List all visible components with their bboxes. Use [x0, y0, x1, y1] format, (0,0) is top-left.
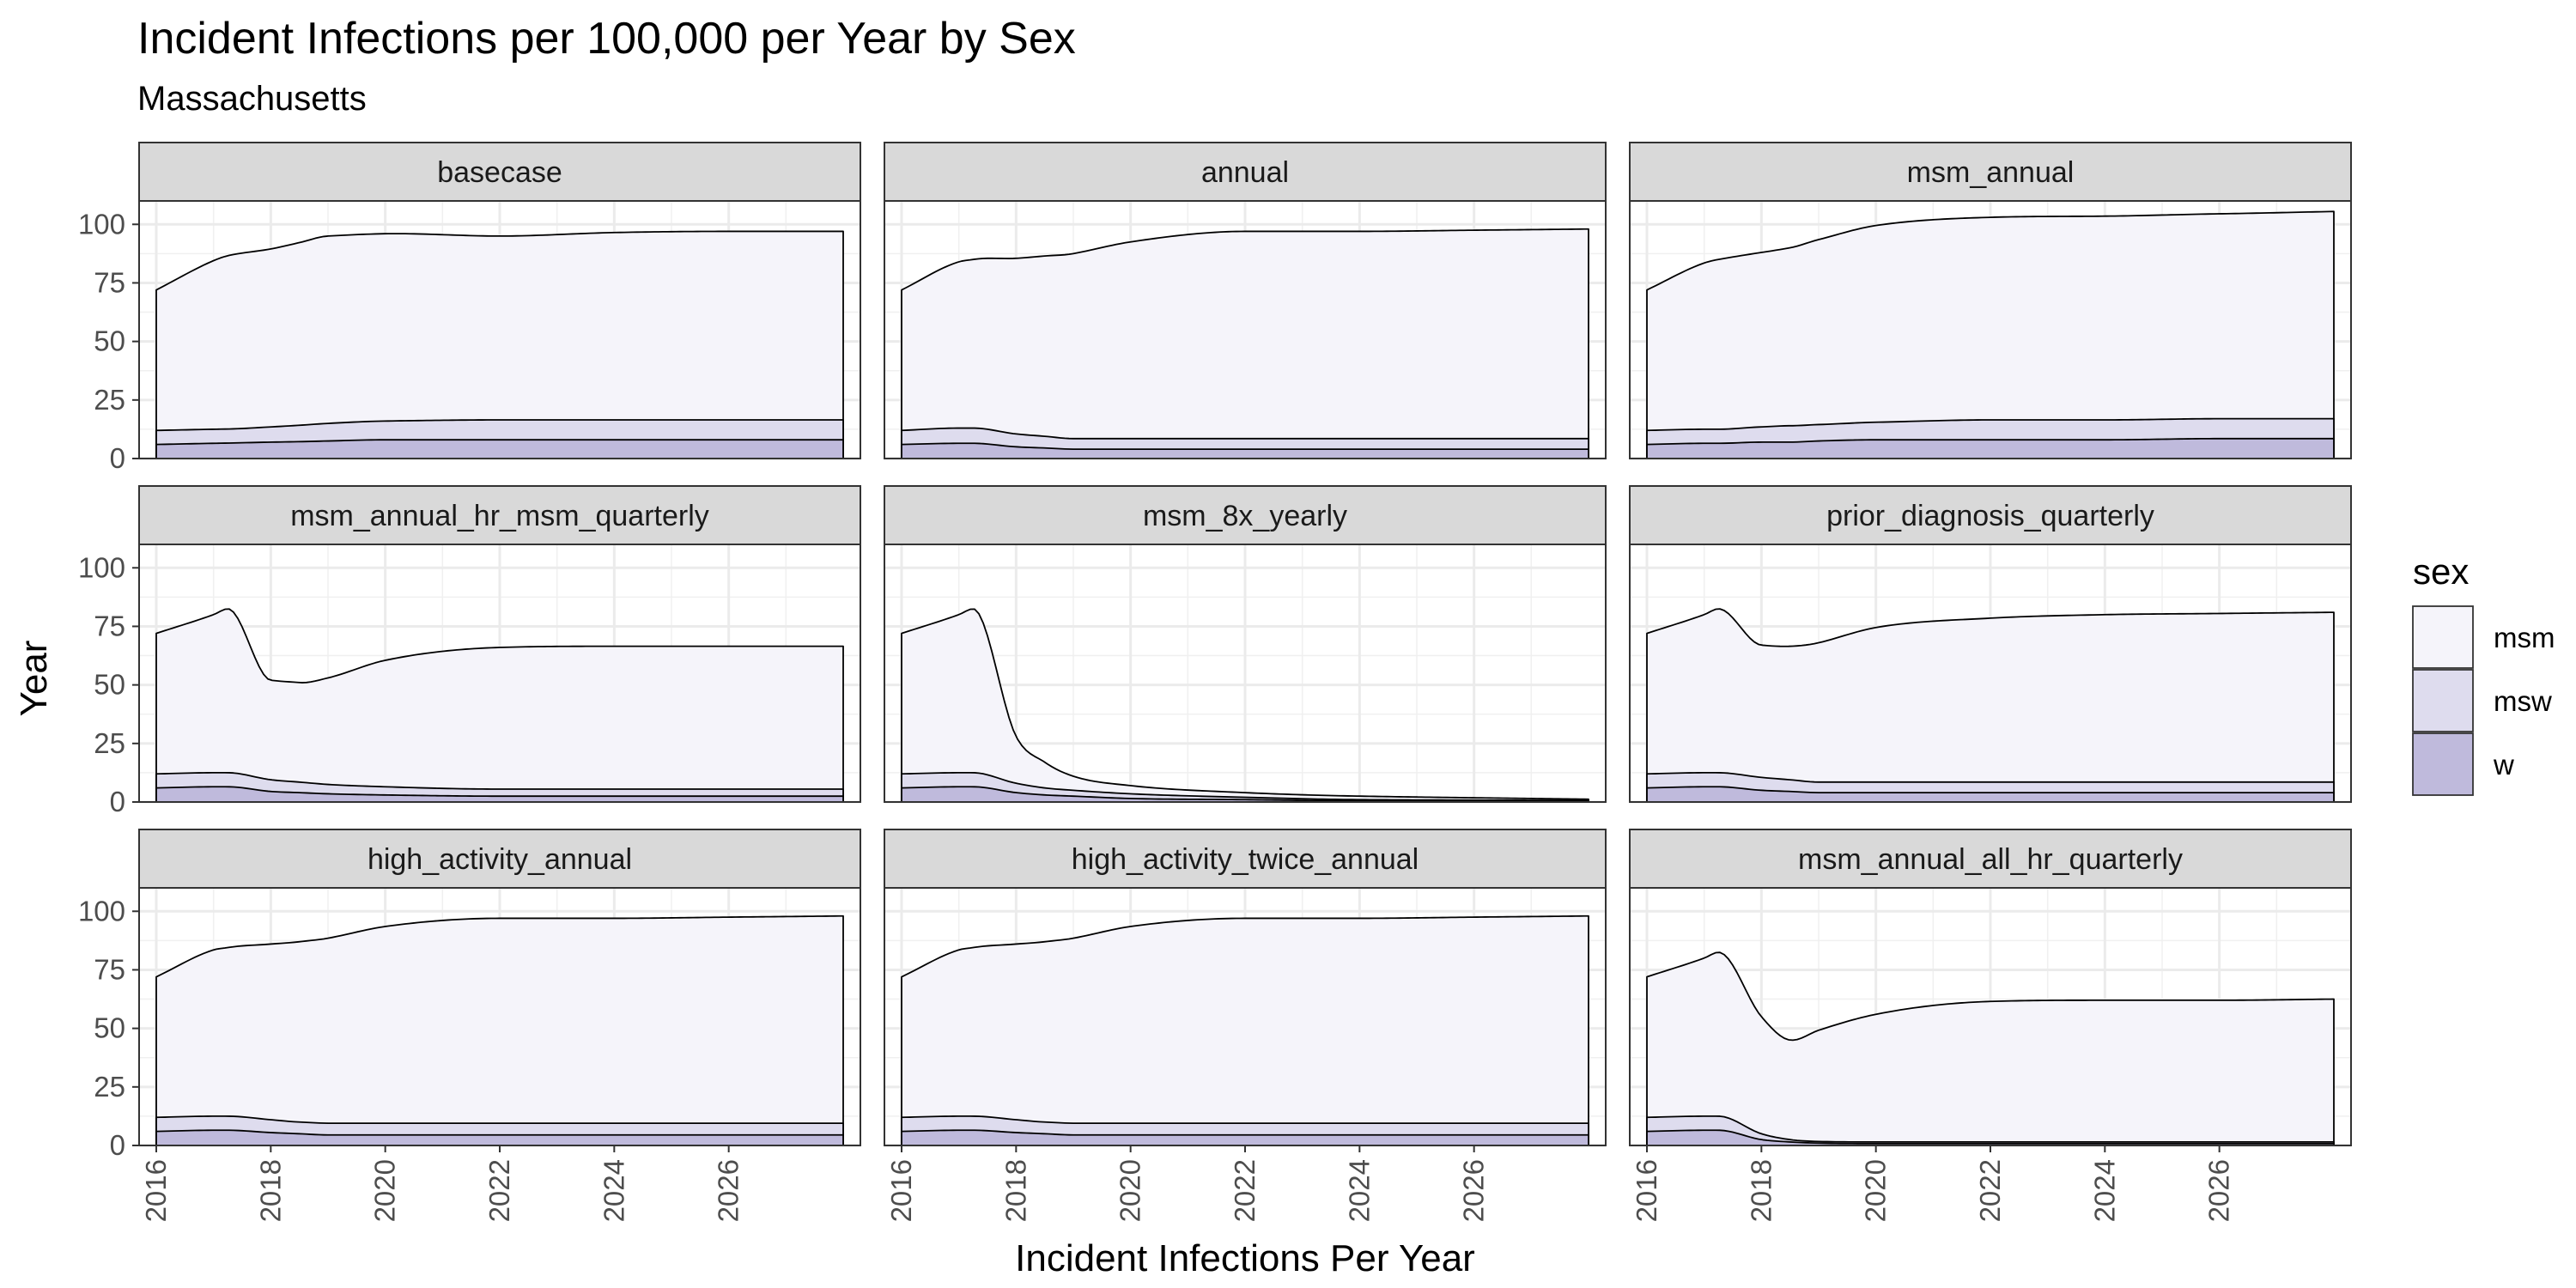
x-tick-label: 2024 [598, 1159, 629, 1222]
x-tick-label: 2026 [1458, 1159, 1490, 1222]
chart-title: Incident Infections per 100,000 per Year… [137, 14, 1076, 64]
panel-border [138, 544, 861, 803]
x-tick-label: 2022 [1974, 1159, 2006, 1222]
facet-strip [884, 485, 1607, 545]
facet-strip [1629, 485, 2352, 545]
x-tick-label: 2016 [140, 1159, 172, 1222]
x-tick-label: 2024 [1343, 1159, 1375, 1222]
area-series-msm [155, 230, 844, 459]
x-tick-label: 2016 [1631, 1159, 1662, 1222]
area-series-msm [901, 914, 1589, 1146]
facet-grid: basecase 0 25 50 75 100 annual msm_annual msm_an… [78, 142, 2352, 1222]
area-series-w [1646, 437, 2335, 459]
panel-border [138, 200, 861, 459]
legend-label: msw [2494, 685, 2552, 717]
y-tick-label: 0 [110, 786, 125, 817]
panel-border [1629, 200, 2352, 459]
x-axis-title: Incident Infections Per Year [1015, 1237, 1475, 1279]
area-series-msm [155, 914, 844, 1146]
area-series-w [155, 786, 844, 803]
chart-subtitle: Massachusetts [137, 80, 367, 118]
x-tick-label: 2020 [1860, 1159, 1892, 1222]
facet-panel: prior_diagnosis_quarterly [1629, 485, 2352, 804]
facet-panel: msm_annual [1629, 142, 2352, 460]
area-series-w [1646, 1129, 2335, 1146]
y-tick-label: 25 [94, 384, 125, 416]
area-series-w [1646, 786, 2335, 803]
facet-strip [138, 142, 861, 202]
area-series-w [901, 442, 1589, 459]
area-series-w [901, 1129, 1589, 1146]
area-series-msm [1646, 210, 2335, 459]
facet-strip-label: prior_diagnosis_quarterly [1826, 500, 2154, 532]
y-tick-label: 0 [110, 1129, 125, 1161]
legend: sex msm msw w [2412, 551, 2555, 796]
facet-panel: annual [884, 142, 1607, 460]
x-tick-label: 2020 [1115, 1159, 1146, 1222]
y-tick-label: 75 [94, 610, 125, 641]
area-series-w [155, 1129, 844, 1146]
facet-strip [138, 485, 861, 545]
y-tick-label: 100 [78, 551, 125, 583]
facet-strip-label: msm_annual_all_hr_quarterly [1798, 843, 2183, 876]
y-tick-label: 100 [78, 895, 125, 927]
facet-panel: msm_8x_yearly [884, 485, 1607, 804]
facet-strip-label: annual [1201, 156, 1289, 189]
facet-strip-label: msm_8x_yearly [1143, 500, 1347, 532]
legend-label: msm [2494, 622, 2555, 653]
legend-label: w [2493, 749, 2514, 781]
legend-key-w [2412, 732, 2474, 796]
facet-strip [884, 829, 1607, 889]
facet-panel: high_activity_twice_annual 2016 2018 2020 20… [884, 829, 1607, 1222]
facet-strip-label: high_activity_annual [368, 843, 632, 876]
y-tick-label: 75 [94, 953, 125, 985]
y-tick-label: 100 [78, 208, 125, 240]
area-series-w [155, 439, 844, 459]
y-tick-label: 50 [94, 325, 125, 357]
y-tick-label: 25 [94, 1071, 125, 1103]
x-tick-label: 2024 [2088, 1159, 2120, 1222]
x-tick-label: 2026 [2203, 1159, 2235, 1222]
y-axis-title: Year [13, 641, 55, 717]
facet-strip-label: high_activity_twice_annual [1072, 843, 1419, 876]
panel-border [884, 200, 1607, 459]
facet-panel: msm_annual_hr_msm_quarterly 0 25 50 75 100 [78, 485, 861, 817]
y-tick-label: 75 [94, 266, 125, 298]
legend-title: sex [2413, 551, 2469, 592]
area-series-msm [1646, 608, 2335, 803]
facet-strip-label: basecase [437, 156, 562, 189]
x-tick-label: 2022 [483, 1159, 515, 1222]
facet-strip [138, 829, 861, 889]
panel-border [1629, 544, 2352, 803]
area-series-msm [901, 228, 1589, 459]
y-tick-label: 0 [110, 442, 125, 474]
facet-strip-label: msm_annual_hr_msm_quarterly [290, 500, 709, 532]
y-tick-label: 50 [94, 669, 125, 701]
facet-strip [1629, 829, 2352, 889]
legend-key-msm [2412, 605, 2474, 669]
facet-panel: high_activity_annual 0 25 50 75 100 2016 2018 20… [78, 829, 861, 1222]
area-series-w [901, 786, 1589, 803]
x-tick-label: 2026 [713, 1159, 744, 1222]
facet-panel: basecase 0 25 50 75 100 [78, 142, 861, 474]
panel-border [884, 544, 1607, 803]
legend-key-msw [2412, 669, 2474, 732]
area-series-msm [1646, 951, 2335, 1146]
area-series-msm [155, 608, 844, 803]
y-tick-label: 50 [94, 1012, 125, 1044]
facet-strip-label: msm_annual [1907, 156, 2075, 189]
x-tick-label: 2016 [885, 1159, 917, 1222]
x-tick-label: 2020 [369, 1159, 401, 1222]
x-tick-label: 2018 [254, 1159, 286, 1222]
x-tick-label: 2018 [1745, 1159, 1777, 1222]
facet-strip [884, 142, 1607, 202]
facet-panel: msm_annual_all_hr_quarterly 2016 2018 2020 2… [1629, 829, 2352, 1222]
facet-strip [1629, 142, 2352, 202]
y-tick-label: 25 [94, 727, 125, 759]
x-tick-label: 2018 [999, 1159, 1031, 1222]
x-tick-label: 2022 [1229, 1159, 1261, 1222]
